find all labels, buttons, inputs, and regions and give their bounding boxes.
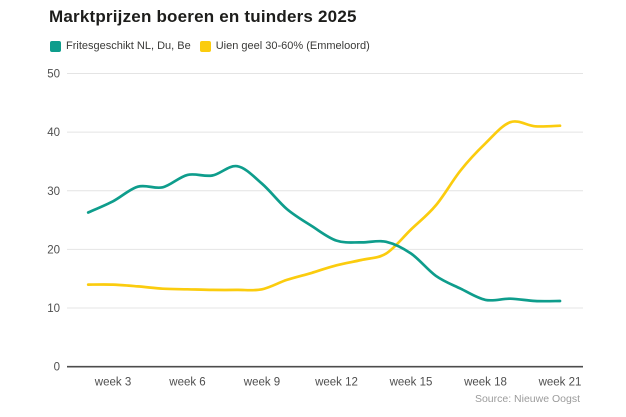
x-tick-label: week 9 bbox=[243, 377, 280, 389]
x-tick-label: week 3 bbox=[94, 377, 131, 389]
x-tick-label: week 15 bbox=[389, 377, 433, 389]
source-credit: Source: Nieuwe Oogst bbox=[474, 393, 580, 405]
chart-title: Marktprijzen boeren en tuinders 2025 bbox=[49, 7, 357, 26]
x-tick-label: week 6 bbox=[168, 377, 205, 389]
y-tick-label: 50 bbox=[47, 69, 60, 81]
legend: Fritesgeschikt NL, Du, Be Uien geel 30-6… bbox=[50, 40, 370, 52]
legend-swatch-yellow-icon bbox=[199, 40, 211, 52]
x-tick-label: week 12 bbox=[314, 377, 358, 389]
y-tick-label: 40 bbox=[47, 127, 60, 139]
x-tick-label: week 21 bbox=[538, 377, 582, 389]
y-tick-label: 0 bbox=[54, 362, 60, 374]
y-tick-label: 20 bbox=[47, 244, 60, 256]
x-tick-label: week 18 bbox=[463, 377, 507, 389]
y-tick-label: 10 bbox=[47, 303, 60, 315]
legend-label-fritesgeschikt: Fritesgeschikt NL, Du, Be bbox=[66, 40, 191, 52]
series-line bbox=[86, 164, 562, 303]
legend-label-uien: Uien geel 30-60% (Emmeloord) bbox=[215, 40, 370, 52]
legend-swatch-teal-icon bbox=[50, 40, 61, 52]
y-tick-label: 30 bbox=[47, 186, 60, 198]
legend-item-fritesgeschikt: Fritesgeschikt NL, Du, Be bbox=[50, 40, 191, 52]
series-line bbox=[86, 120, 562, 292]
legend-item-uien: Uien geel 30-60% (Emmeloord) bbox=[199, 40, 370, 52]
